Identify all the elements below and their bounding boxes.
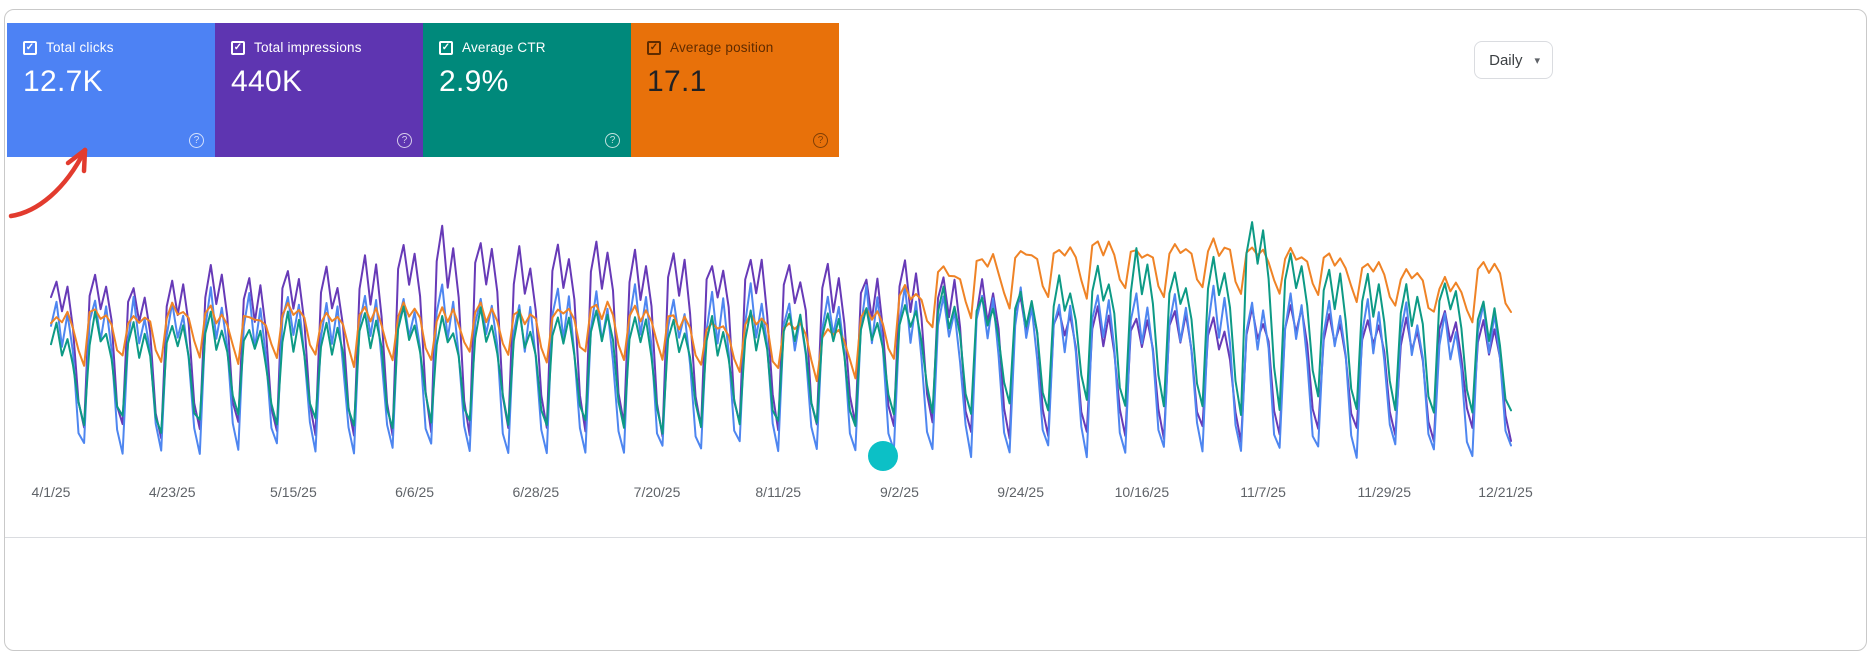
granularity-label: Daily xyxy=(1489,51,1523,69)
help-icon[interactable]: ? xyxy=(189,133,204,148)
line-average-ctr xyxy=(50,221,1512,435)
check-glyph: ✓ xyxy=(649,41,659,53)
x-axis-label: 8/11/25 xyxy=(755,484,802,500)
x-axis-label: 5/15/25 xyxy=(270,484,317,500)
metric-card-average-ctr[interactable]: ✓ Average CTR 2.9% ? xyxy=(423,23,631,157)
search-performance-panel: ✓ Total clicks 12.7K ? ✓ Total impressio… xyxy=(4,9,1867,651)
x-axis-label: 6/28/25 xyxy=(512,484,560,500)
x-axis-label: 6/6/25 xyxy=(395,484,435,500)
metric-card-value: 440K xyxy=(231,65,303,98)
section-divider xyxy=(5,537,1866,538)
check-glyph: ✓ xyxy=(25,41,35,53)
metric-card-label: Average position xyxy=(670,40,774,55)
x-axis-label: 9/2/25 xyxy=(879,484,919,500)
metric-card-label: Average CTR xyxy=(462,40,546,55)
checkbox-checked-icon[interactable]: ✓ xyxy=(231,40,245,55)
checkbox-checked-icon[interactable]: ✓ xyxy=(23,40,37,55)
help-icon[interactable]: ? xyxy=(813,133,828,148)
metric-card-total-impressions[interactable]: ✓ Total impressions 440K ? xyxy=(215,23,423,157)
granularity-dropdown[interactable]: Daily ▾ xyxy=(1474,41,1553,79)
checkbox-checked-icon[interactable]: ✓ xyxy=(439,40,453,55)
metric-card-header: ✓ Average CTR xyxy=(439,40,615,55)
x-axis-label: 11/29/25 xyxy=(1357,484,1412,500)
x-axis-label: 12/21/25 xyxy=(1478,484,1533,500)
x-axis: 4/1/25 4/23/25 5/15/25 6/6/25 6/28/25 7/20/25… xyxy=(32,484,1561,504)
x-axis-label: 9/24/25 xyxy=(997,484,1045,500)
x-axis-label: 7/20/25 xyxy=(633,484,681,500)
line-average-position xyxy=(50,237,1512,383)
metric-card-label: Total clicks xyxy=(46,40,114,55)
metric-card-total-clicks[interactable]: ✓ Total clicks 12.7K ? xyxy=(7,23,215,157)
checkbox-checked-icon[interactable]: ✓ xyxy=(647,40,661,55)
metric-card-value: 2.9% xyxy=(439,65,509,98)
check-glyph: ✓ xyxy=(233,41,243,53)
red-arrow-annotation xyxy=(8,147,88,219)
metric-card-header: ✓ Total clicks xyxy=(23,40,199,55)
metric-card-value: 17.1 xyxy=(647,65,707,98)
metric-cards-row: ✓ Total clicks 12.7K ? ✓ Total impressio… xyxy=(7,23,839,157)
metric-card-header: ✓ Total impressions xyxy=(231,40,407,55)
metric-card-label: Total impressions xyxy=(254,40,362,55)
x-axis-label: 4/23/25 xyxy=(148,484,196,500)
x-axis-label: 4/1/25 xyxy=(31,484,71,500)
check-glyph: ✓ xyxy=(441,41,451,53)
x-axis-label: 10/16/25 xyxy=(1114,484,1170,500)
metric-card-average-position[interactable]: ✓ Average position 17.1 ? xyxy=(631,23,839,157)
teal-dot-marker xyxy=(867,441,898,472)
metric-card-header: ✓ Average position xyxy=(647,40,823,55)
help-icon[interactable]: ? xyxy=(397,133,412,148)
chevron-down-icon: ▾ xyxy=(1534,54,1540,67)
metric-card-value: 12.7K xyxy=(23,65,103,98)
x-axis-label: 11/7/25 xyxy=(1240,484,1286,500)
performance-chart[interactable] xyxy=(41,206,1561,476)
help-icon[interactable]: ? xyxy=(605,133,620,148)
